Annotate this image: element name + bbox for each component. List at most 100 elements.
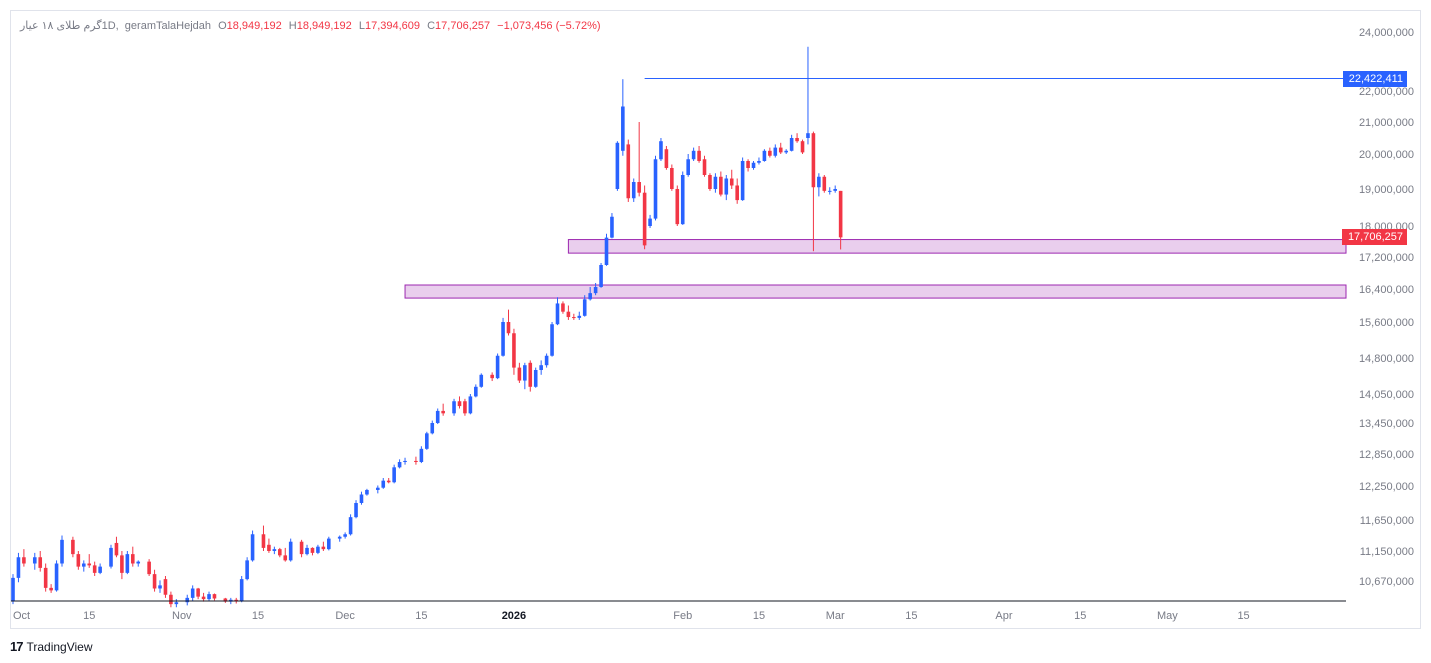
time-axis-tick: 2026: [502, 610, 526, 622]
candle-body: [572, 317, 576, 319]
candle-body: [207, 594, 211, 600]
candle-body: [109, 547, 113, 567]
candle-body: [490, 374, 494, 379]
candle-body: [523, 365, 527, 381]
price-axis-tick: 22,000,000: [1359, 86, 1414, 98]
candle-body: [495, 355, 500, 379]
low-value: 17,394,609: [364, 20, 421, 32]
candle-body: [130, 554, 135, 564]
candle-body: [250, 534, 255, 561]
tradingview-logo-icon: 17: [10, 639, 24, 654]
candle-body: [310, 547, 315, 553]
candle-body: [610, 216, 614, 238]
candle-body: [768, 150, 772, 156]
close-value: 17,706,257: [435, 20, 491, 32]
candle-body: [425, 433, 429, 449]
symbol-name[interactable]: گرم طلای ۱۸ عیار: [20, 20, 102, 32]
candle-body: [92, 565, 97, 573]
candle-body: [506, 322, 511, 334]
candle-body: [740, 161, 745, 201]
time-axis-tick: Feb: [673, 610, 692, 622]
time-axis-tick: Apr: [995, 610, 1012, 622]
candle-body: [245, 560, 249, 580]
price-axis-tick: 20,000,000: [1359, 149, 1414, 161]
candle-body: [468, 396, 473, 414]
candle-body: [811, 133, 816, 188]
time-axis-tick: 15: [1237, 610, 1249, 622]
candle-body: [626, 144, 631, 199]
price-axis-tick: 12,850,000: [1359, 449, 1414, 461]
time-axis-tick: 15: [753, 610, 765, 622]
time-axis-tick: 15: [415, 610, 427, 622]
support-zone-1: [567, 239, 1347, 254]
candle-body: [343, 534, 347, 537]
candle-body: [125, 554, 130, 573]
candle-body: [528, 362, 533, 387]
candle-body: [419, 448, 424, 462]
price-axis-tick: 11,150,000: [1360, 546, 1414, 558]
candle-body: [724, 178, 729, 195]
candle-body: [71, 539, 75, 555]
candle-body: [550, 324, 554, 356]
candle-body: [517, 367, 522, 381]
chart-panel[interactable]: 10,670,000 11,150,000 11,650,000 12,250,000…: [10, 10, 1421, 629]
candlestick-chart[interactable]: 10,670,000 11,150,000 11,650,000 12,250,000…: [11, 11, 1422, 630]
price-axis-tick: 16,400,000: [1359, 284, 1414, 296]
candle-body: [637, 182, 641, 193]
candle-body: [544, 355, 549, 366]
price-axis-tick: 19,000,000: [1359, 184, 1414, 196]
candle-body: [512, 333, 516, 368]
candle-body: [822, 176, 827, 191]
candle-body: [169, 594, 173, 605]
candle-body: [359, 494, 364, 503]
candle-body: [403, 460, 407, 462]
time-axis-tick: May: [1157, 610, 1178, 622]
price-axis-tick: 11,650,000: [1360, 515, 1414, 527]
candle-body: [87, 563, 92, 566]
change-value: −1,073,456 (−5.72%): [497, 20, 601, 32]
symbol-legend: گرم طلای ۱۸ عیار1D, geramTalaHejdah O18,…: [20, 19, 601, 32]
candle-body: [201, 596, 206, 600]
price-axis-tick: 10,670,000: [1359, 576, 1414, 588]
candle-body: [457, 401, 462, 407]
time-axis-tick: 15: [905, 610, 917, 622]
candle-body: [299, 541, 304, 555]
candle-body: [621, 106, 625, 151]
high-value: 18,949,192: [296, 20, 352, 32]
candle-body: [588, 293, 592, 300]
candle-body: [648, 218, 652, 226]
candle-body: [795, 138, 799, 142]
candle-body: [463, 401, 467, 414]
price-axis-tick: 24,000,000: [1359, 27, 1414, 39]
candle-body: [452, 401, 456, 414]
candle-body: [533, 370, 538, 387]
tradingview-brand[interactable]: 17 TradingView: [10, 639, 93, 654]
candle-body: [196, 588, 200, 597]
time-axis-tick: Nov: [172, 610, 192, 622]
candle-body: [441, 410, 445, 414]
candle-body: [316, 546, 320, 553]
candle-body: [539, 365, 543, 370]
candle-body: [174, 602, 179, 605]
candle-body: [577, 315, 582, 318]
candle-body: [11, 577, 15, 601]
candle-body: [234, 599, 239, 601]
price-axis-tick: 14,050,000: [1359, 389, 1414, 401]
candle-body: [762, 150, 767, 161]
candle-body: [757, 161, 761, 163]
candle-body: [136, 561, 141, 564]
candle-body: [642, 192, 647, 246]
candle-body: [386, 480, 391, 483]
candle-body: [76, 554, 81, 567]
candle-body: [392, 467, 396, 483]
candle-body: [838, 190, 843, 238]
time-axis-tick: 15: [1074, 610, 1086, 622]
candle-body: [735, 185, 739, 201]
candle-body: [784, 150, 788, 153]
candle-body: [653, 159, 658, 219]
candle-body: [729, 178, 734, 186]
candle-body: [789, 138, 794, 151]
price-axis-tick: 17,200,000: [1359, 252, 1414, 264]
close-label: C: [427, 20, 436, 32]
candle-body: [773, 147, 778, 156]
